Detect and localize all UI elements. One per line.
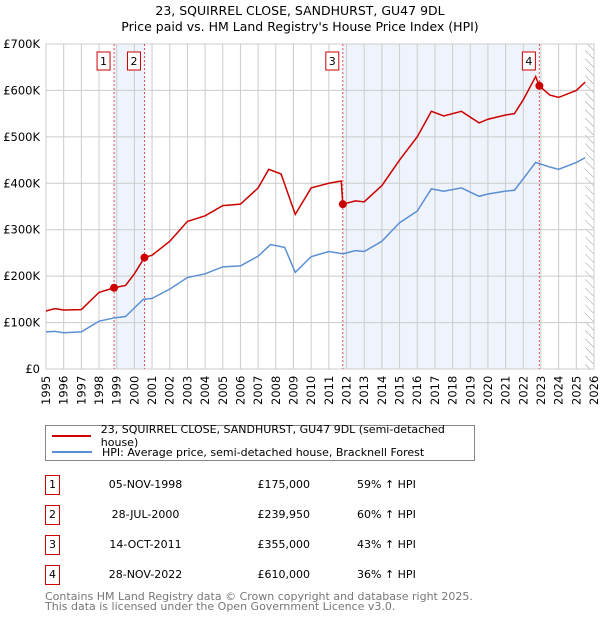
y-tick-label: £500K (3, 130, 40, 144)
legend-label: HPI: Average price, semi-detached house,… (102, 445, 425, 459)
x-tick-label: 2012 (340, 376, 354, 405)
y-tick-label: £600K (3, 83, 40, 97)
sale-date: 14-OCT-2011 (109, 538, 182, 551)
x-tick-label: 2025 (569, 376, 583, 405)
legend: 23, SQUIRREL CLOSE, SANDHURST, GU47 9DL … (45, 423, 475, 461)
x-tick-label: 2022 (516, 376, 530, 405)
x-tick-label: 2013 (357, 376, 371, 405)
x-tick-label: 2016 (410, 376, 424, 405)
x-tick-label: 2003 (180, 376, 194, 405)
sale-price: £610,000 (257, 568, 311, 581)
x-tick-label: 2004 (198, 376, 212, 405)
x-tick-label: 2021 (499, 376, 513, 405)
x-tick-label: 2011 (322, 376, 336, 405)
sale-hpi: 60% ↑ HPI (357, 508, 416, 521)
sale-row: 4 28-NOV-2022 £610,000 36% ↑ HPI (45, 565, 465, 585)
sale-label: 1 (100, 55, 107, 68)
sale-label-box (521, 51, 536, 71)
legend-swatch (52, 451, 92, 453)
property-price-line (45, 74, 586, 312)
legend-label: 23, SQUIRREL CLOSE, SANDHURST, GU47 9DL … (100, 423, 445, 449)
y-tick-label: £300K (3, 223, 40, 237)
x-tick-label: 2019 (463, 376, 477, 405)
x-tick-label: 2008 (269, 376, 283, 405)
x-tick-label: 2009 (286, 376, 300, 405)
x-tick-label: 2020 (481, 376, 495, 405)
x-tick-label: 2024 (552, 376, 566, 405)
x-tick-label: 1995 (39, 376, 53, 405)
footer-line2: This data is licensed under the Open Gov… (45, 600, 396, 613)
chart-svg: 1995 1996 1997 1998 1999 2000 2001 2002 2003 2004… (3, 37, 600, 405)
x-tick-label: 2001 (145, 376, 159, 405)
sale-point (110, 283, 119, 292)
shaded-period (114, 44, 145, 369)
legend-item-hpi: HPI: Average price, semi-detached house,… (52, 444, 424, 460)
sale-label: 4 (525, 55, 532, 68)
sale-point (338, 200, 347, 209)
x-tick-label: 2010 (304, 376, 318, 405)
chart-title: 23, SQUIRREL CLOSE, SANDHURST, GU47 9DL (155, 3, 445, 18)
sale-label: 3 (329, 55, 336, 68)
sale-date: 28-NOV-2022 (108, 568, 183, 581)
x-tick-label: 2000 (127, 376, 141, 405)
sale-label-box (126, 51, 141, 71)
sale-number: 3 (45, 535, 60, 555)
y-tick-label: £100K (3, 316, 40, 330)
hpi-line (45, 157, 586, 334)
sale-number: 1 (45, 475, 60, 495)
sale-point (140, 253, 149, 262)
sale-hpi: 59% ↑ HPI (357, 478, 416, 491)
sale-label-box (325, 51, 340, 71)
legend-item-property: 23, SQUIRREL CLOSE, SANDHURST, GU47 9DL … (52, 423, 474, 449)
x-tick-label: 2005 (216, 376, 230, 405)
y-tick-label: £200K (3, 269, 40, 283)
forecast-hatch (585, 44, 594, 369)
y-tick-label: £400K (3, 176, 40, 190)
y-tick-label: £0 (25, 362, 40, 376)
sale-price: £239,950 (257, 508, 311, 521)
y-tick-label: £700K (3, 37, 40, 51)
sale-label-box (96, 51, 111, 71)
sale-row: 2 28-JUL-2000 £239,950 60% ↑ HPI (45, 505, 465, 525)
sale-hpi: 36% ↑ HPI (357, 568, 416, 581)
sale-row: 1 05-NOV-1998 £175,000 59% ↑ HPI (45, 475, 465, 495)
x-tick-label: 2023 (534, 376, 548, 405)
sale-point (535, 81, 544, 90)
x-tick-label: 2026 (587, 376, 600, 405)
sale-row: 3 14-OCT-2011 £355,000 43% ↑ HPI (45, 535, 465, 555)
sale-number: 4 (45, 565, 60, 585)
sale-label: 2 (130, 55, 137, 68)
x-tick-label: 2006 (233, 376, 247, 405)
x-tick-label: 1997 (74, 376, 88, 405)
x-tick-label: 1996 (57, 376, 71, 405)
x-tick-label: 1998 (92, 376, 106, 405)
x-tick-label: 2018 (446, 376, 460, 405)
x-tick-label: 2007 (251, 376, 265, 405)
sale-hpi: 43% ↑ HPI (357, 538, 416, 551)
x-tick-label: 2002 (163, 376, 177, 405)
x-tick-label: 2017 (428, 376, 442, 405)
sale-date: 28-JUL-2000 (111, 508, 180, 521)
x-tick-label: 2015 (393, 376, 407, 405)
shaded-period (342, 44, 540, 369)
sale-date: 05-NOV-1998 (108, 478, 183, 491)
x-tick-label: 2014 (375, 376, 389, 405)
sale-price: £175,000 (257, 478, 311, 491)
sale-price: £355,000 (257, 538, 311, 551)
x-tick-label: 1999 (110, 376, 124, 405)
sale-number: 2 (45, 505, 60, 525)
plot-border (45, 43, 595, 370)
chart-subtitle: Price paid vs. HM Land Registry's House … (121, 19, 479, 34)
legend-swatch (52, 435, 91, 437)
footer-line1: Contains HM Land Registry data © Crown c… (45, 590, 473, 603)
